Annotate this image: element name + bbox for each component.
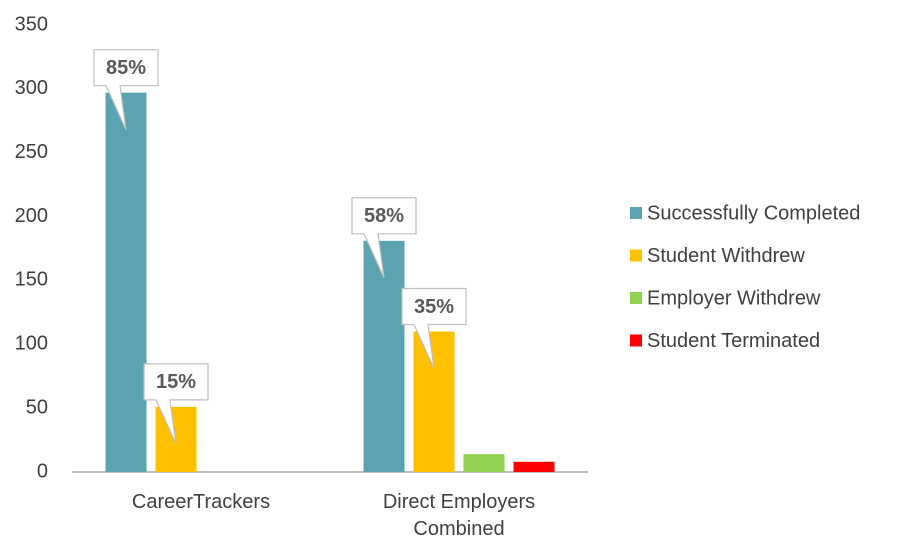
bar (413, 331, 455, 472)
legend-swatch (630, 249, 642, 262)
legend-label: Employer Withdrew (647, 287, 821, 309)
x-tick-label: CareerTrackers (131, 491, 271, 513)
y-tick-label: 150 (15, 269, 48, 291)
bar (513, 461, 555, 472)
callout-box (401, 287, 467, 369)
legend-label: Successfully Completed (647, 202, 860, 224)
y-tick-label: 200 (15, 205, 48, 227)
data-label: 15% (156, 371, 196, 393)
y-tick-label: 300 (15, 77, 48, 99)
data-label: 35% (414, 296, 454, 318)
bar (463, 454, 505, 472)
y-tick-label: 0 (37, 460, 48, 482)
data-label: 58% (364, 205, 404, 227)
y-tick-label: 50 (26, 396, 48, 418)
bar (363, 240, 405, 472)
legend-swatch (630, 292, 642, 304)
legend-label: Student Terminated (647, 330, 820, 352)
callout-box (93, 49, 159, 130)
y-tick-label: 100 (15, 333, 48, 355)
y-tick-label: 350 (15, 13, 48, 35)
x-tick-label: Direct Employers Combined (382, 491, 536, 540)
y-tick-label: 250 (15, 141, 48, 163)
callout-box (143, 363, 209, 445)
legend-swatch (630, 334, 642, 347)
callout-box (351, 197, 417, 279)
data-label: 85% (106, 57, 146, 79)
bar (105, 92, 147, 472)
legend-swatch (630, 207, 642, 219)
legend-label: Student Withdrew (647, 245, 805, 267)
